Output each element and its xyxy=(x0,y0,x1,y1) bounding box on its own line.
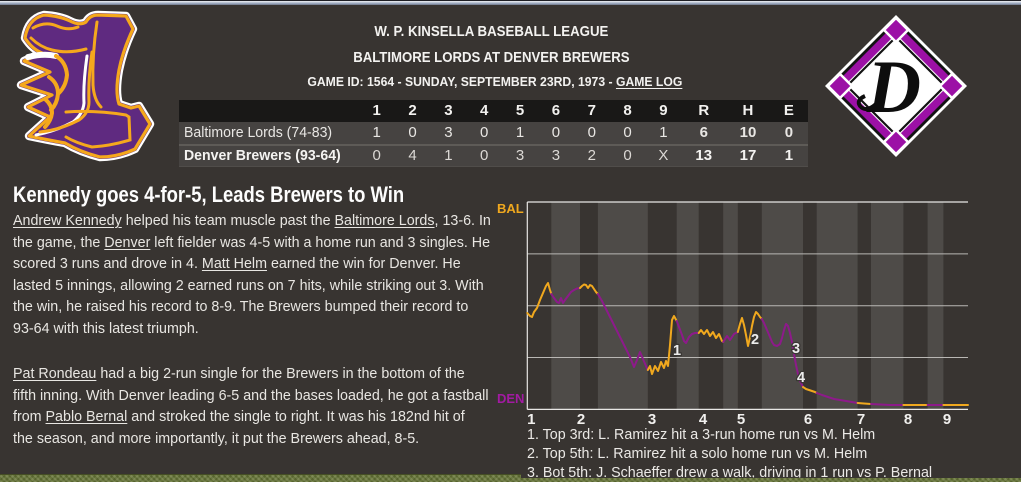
svg-text:DEN: DEN xyxy=(497,391,524,406)
svg-text:8: 8 xyxy=(904,411,912,428)
svg-text:6: 6 xyxy=(804,411,812,428)
svg-text:2: 2 xyxy=(751,332,759,348)
svg-text:D: D xyxy=(866,46,921,129)
svg-text:1: 1 xyxy=(527,411,535,428)
svg-text:1: 1 xyxy=(673,343,681,359)
svg-text:9: 9 xyxy=(943,411,951,428)
svg-text:4: 4 xyxy=(797,370,805,386)
svg-text:3: 3 xyxy=(648,411,656,428)
svg-text:7: 7 xyxy=(857,411,865,428)
svg-text:2: 2 xyxy=(577,411,585,428)
svg-text:BAL: BAL xyxy=(497,201,524,216)
svg-text:3: 3 xyxy=(792,341,800,357)
svg-text:4: 4 xyxy=(699,411,708,428)
svg-text:5: 5 xyxy=(737,411,745,428)
